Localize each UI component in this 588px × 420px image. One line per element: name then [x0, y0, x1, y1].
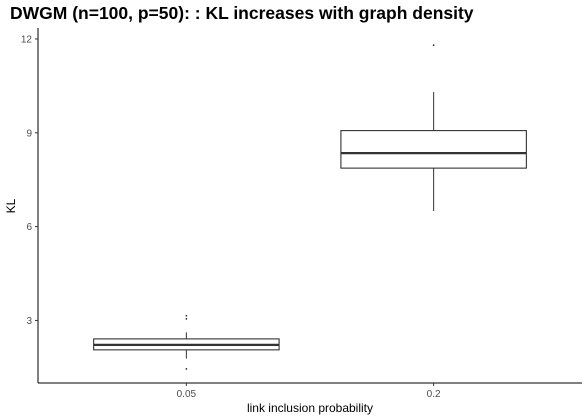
- box-group-0.05: [93, 314, 280, 370]
- x-axis-ticks: 0.05 0.2: [177, 383, 441, 400]
- y-tick-label: 3: [26, 316, 32, 327]
- y-tick-label: 6: [26, 222, 32, 233]
- y-tick-label: 12: [21, 34, 33, 45]
- y-tick-label: 9: [26, 128, 32, 139]
- outlier-point: [185, 314, 188, 317]
- chart-title: DWGM (n=100, p=50): : KL increases with …: [10, 3, 474, 23]
- outlier-point: [185, 368, 188, 370]
- x-axis-title: link inclusion probability: [247, 401, 373, 415]
- plot-area: [93, 44, 527, 370]
- outlier-point: [185, 317, 188, 320]
- x-tick-label: 0.05: [177, 389, 197, 400]
- y-axis-ticks: 3 6 9 12: [21, 34, 38, 327]
- box-iqr: [340, 130, 527, 169]
- box-group-0.2: [340, 44, 527, 211]
- outlier-point: [432, 44, 435, 47]
- y-axis-title: KL: [4, 198, 18, 213]
- x-tick-label: 0.2: [427, 389, 441, 400]
